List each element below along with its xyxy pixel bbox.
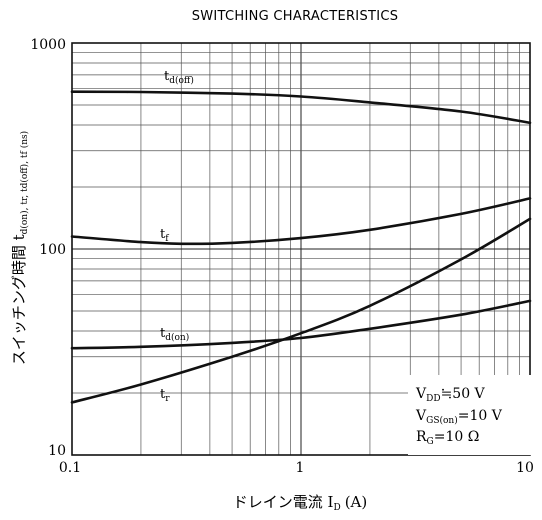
x-tick-10: 10 (516, 460, 534, 476)
y-tick-1000: 1000 (30, 37, 66, 53)
condition-vgs: VGS(on)=10 V (415, 408, 503, 426)
label-tr: tr (160, 387, 170, 404)
curves (70, 90, 532, 404)
y-tick-100: 100 (39, 242, 66, 258)
y-axis-label: スイッチング時間 td(on), tr, td(off), tf (ns) (10, 131, 30, 365)
condition-rg: RG=10 Ω (416, 429, 479, 447)
plot-frame (71, 42, 531, 456)
label-td-on: td(on) (160, 326, 189, 343)
x-tick-1: 1 (296, 460, 305, 476)
x-axis-label: ドレイン電流 ID (A) (233, 493, 367, 513)
conditions-box (408, 375, 532, 455)
y-tick-10: 10 (48, 443, 66, 459)
label-tf: tf (160, 227, 169, 244)
curve-td-off (70, 90, 532, 125)
curve-tf (70, 197, 532, 246)
curve-tr (70, 217, 532, 404)
x-tick-0.1: 0.1 (59, 460, 81, 476)
chart-title: SWITCHING CHARACTERISTICS (192, 9, 399, 24)
curve-td-on (70, 299, 532, 350)
label-td-off: td(off) (164, 69, 194, 86)
condition-vdd: VDD≒50 V (415, 386, 486, 404)
